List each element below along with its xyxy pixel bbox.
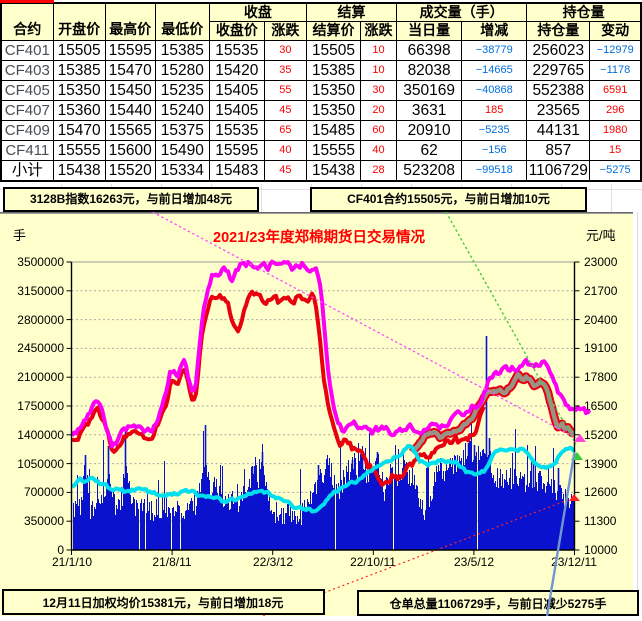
svg-text:2021/23年度郑棉期货日交易情况: 2021/23年度郑棉期货日交易情况 — [213, 228, 425, 246]
svg-text:2100000: 2100000 — [17, 370, 64, 384]
svg-text:22/10/11: 22/10/11 — [350, 555, 396, 569]
svg-text:1050000: 1050000 — [17, 457, 64, 471]
svg-text:13900: 13900 — [584, 457, 618, 471]
svg-text:手: 手 — [13, 228, 26, 243]
svg-text:仓单总量1106729手，与前日减少5275手: 仓单总量1106729手，与前日减少5275手 — [389, 596, 607, 611]
svg-text:22/3/12: 22/3/12 — [253, 555, 293, 569]
svg-text:12600: 12600 — [584, 485, 618, 499]
svg-text:1750000: 1750000 — [17, 399, 64, 413]
svg-text:23/12/11: 23/12/11 — [551, 555, 597, 569]
svg-text:17800: 17800 — [584, 370, 618, 384]
svg-text:21700: 21700 — [584, 284, 618, 298]
svg-text:3500000: 3500000 — [17, 255, 64, 269]
svg-text:2800000: 2800000 — [17, 313, 64, 327]
svg-text:350000: 350000 — [24, 514, 64, 528]
svg-text:21/8/11: 21/8/11 — [152, 555, 191, 569]
svg-text:11300: 11300 — [584, 514, 617, 528]
svg-text:12月11日加权均价15381元，与前日增加18元: 12月11日加权均价15381元，与前日增加18元 — [43, 595, 284, 610]
svg-text:2450000: 2450000 — [17, 341, 64, 355]
svg-text:3150000: 3150000 — [17, 284, 64, 298]
svg-text:21/1/10: 21/1/10 — [52, 555, 92, 569]
svg-text:23000: 23000 — [584, 255, 618, 269]
svg-text:10000: 10000 — [584, 543, 618, 557]
svg-text:1400000: 1400000 — [17, 428, 64, 442]
svg-text:16500: 16500 — [584, 399, 618, 413]
svg-text:0: 0 — [57, 543, 64, 557]
svg-text:元/吨: 元/吨 — [586, 228, 616, 243]
svg-text:15200: 15200 — [584, 428, 618, 442]
svg-text:23/5/12: 23/5/12 — [454, 555, 494, 569]
svg-text:19100: 19100 — [584, 341, 618, 355]
svg-text:20400: 20400 — [584, 313, 618, 327]
svg-text:700000: 700000 — [24, 485, 64, 499]
